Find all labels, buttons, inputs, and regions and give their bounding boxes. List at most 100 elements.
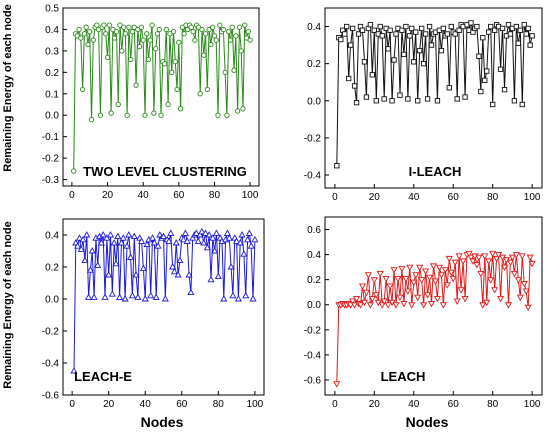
data-point [452,31,458,37]
data-point [220,295,228,302]
data-point [161,295,169,302]
y-tick-label: 0.2 [307,59,321,70]
data-point [133,82,139,88]
data-point [504,302,513,309]
data-point [448,23,454,30]
data-point [83,24,89,30]
panel-title-leach-e: LEACH-E [74,369,132,384]
data-point [461,296,469,303]
data-point [245,229,253,236]
data-point [359,27,366,33]
data-point [203,243,211,251]
data-point [123,242,131,249]
data-point [208,41,214,48]
data-point [245,28,251,35]
data-point [83,231,91,238]
data-point [115,101,121,108]
data-point [202,31,209,37]
x-tick-label: 60 [176,399,188,410]
y-tick-label: -0.4 [304,350,322,361]
data-point [229,24,235,30]
data-point [525,25,531,32]
data-point [156,26,162,33]
data-point [122,31,129,37]
x-tick-label: 40 [408,399,420,410]
data-point [167,229,175,236]
data-point [371,27,377,33]
data-point [88,116,95,123]
data-point [144,31,150,37]
data-point [176,256,184,264]
y-tick-label: -0.2 [304,325,322,336]
data-point [399,27,405,33]
data-point [429,263,438,270]
data-point [106,231,115,238]
data-point [205,231,213,238]
data-point [528,260,536,268]
data-point [377,23,383,30]
x-tick-label: 0 [332,192,338,203]
data-point [210,24,216,30]
data-point [391,57,397,63]
x-tick-label: 40 [408,192,420,203]
data-point [81,256,89,264]
y-tick-label: 0.3 [45,46,59,57]
data-point [128,56,134,63]
data-point [97,112,104,118]
data-point [443,282,451,289]
data-point [136,43,143,50]
data-point [445,255,453,263]
data-point [112,35,118,41]
data-point [233,33,239,39]
panel-leach-e: -0.6 -0.4 -0.2 0.0 0.2 0.4 0 20 40 60 80 100 LEACH-E [42,218,265,410]
data-point [334,163,340,169]
data-point [99,231,107,238]
data-point [165,237,173,244]
data-point [86,266,94,273]
data-point [134,293,142,300]
x-tick-label: 100 [524,192,541,203]
data-point [483,299,491,307]
data-point [380,298,388,305]
data-point [378,302,386,309]
data-point [112,259,120,267]
y-tick-label: -0.4 [42,359,60,370]
data-point [500,264,509,272]
data-point [523,31,529,37]
y-tick-label: 0.1 [45,89,59,100]
data-point [508,254,516,262]
y-tick-label: -0.3 [42,175,60,186]
data-point [402,275,410,283]
data-point [401,51,407,58]
data-point [126,24,132,30]
x-tick-label: 100 [247,399,264,410]
data-point [511,98,518,104]
data-point [192,37,198,43]
y-tick-label: -0.6 [304,375,322,386]
data-point [77,245,85,252]
data-point [497,66,504,72]
data-point [480,35,486,41]
data-point [482,77,488,84]
data-point [352,296,361,303]
data-point [529,33,535,39]
data-point [149,22,155,28]
data-point [161,61,168,67]
data-point [349,298,357,305]
data-point [141,295,149,302]
data-point [422,268,430,275]
data-point [120,24,127,30]
data-point [361,59,368,65]
panel-leach: -0.6 -0.4 -0.2 0.0 0.2 0.4 0.6 0 20 40 60 80 100 LEAC… [304,216,543,410]
data-point [226,28,232,35]
y-tick-label: -0.2 [42,327,60,338]
data-point [524,304,532,312]
y-tick-label: 0.2 [45,68,59,79]
data-point [242,22,248,28]
data-point [251,235,259,243]
data-point [240,250,248,257]
data-point [516,294,524,302]
y-tick-label: 0.0 [307,96,321,107]
data-point [358,283,367,290]
data-point [181,31,187,37]
